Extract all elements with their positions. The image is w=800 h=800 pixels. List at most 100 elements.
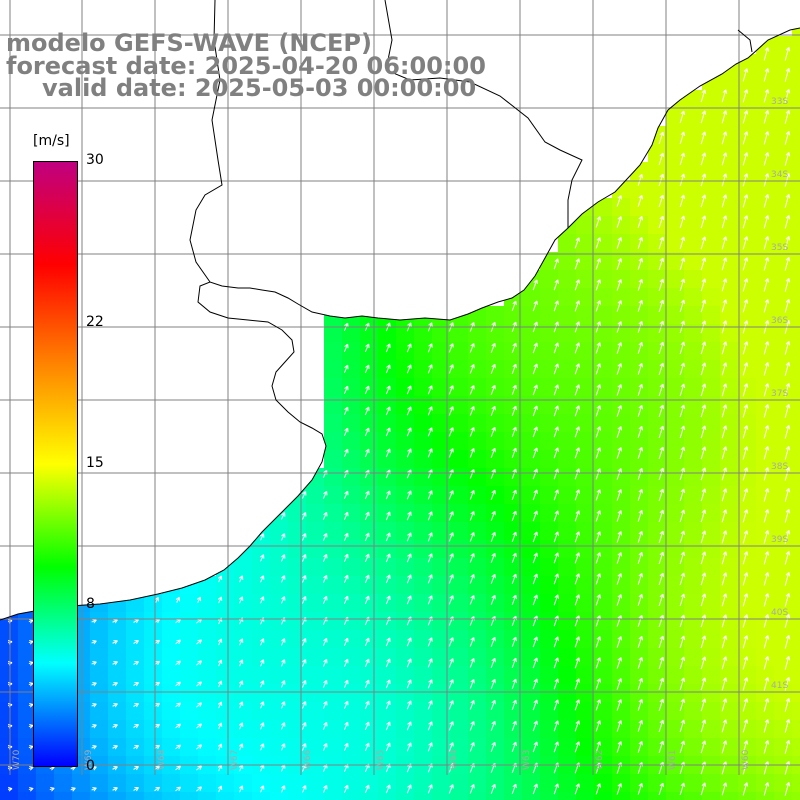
wind-cell [252,666,271,685]
wind-cell [360,396,379,415]
wind-cell [522,522,541,541]
wind-arrow [721,173,728,187]
wind-cell [756,162,775,181]
wind-cell [684,360,703,379]
wind-cell [594,198,613,217]
wind-arrow [616,216,623,228]
wind-arrow [49,787,55,792]
wind-arrow [469,427,475,437]
wind-cell [576,738,595,757]
wind-cell [324,612,343,631]
wind-cell [288,504,307,523]
wind-cell [684,342,703,361]
wind-cell [720,486,739,505]
wind-cell [702,486,721,505]
wind-arrow [175,660,181,666]
wind-cell [594,558,613,577]
wind-arrow [28,639,34,645]
wind-cell [270,522,289,541]
wind-cell [414,738,433,757]
wind-cell [180,594,199,613]
wind-cell [702,522,721,541]
wind-arrow [427,448,433,458]
wind-arrow [616,552,623,564]
wind-arrow [427,658,433,668]
wind-cell [468,450,487,469]
wind-arrow [616,531,623,543]
wind-cell [522,702,541,721]
wind-arrow [385,742,391,752]
wind-cell [540,432,559,451]
wind-arrow [784,739,791,754]
wind-cell [684,108,703,127]
wind-cell [396,738,415,757]
wind-cell [594,702,613,721]
wind-arrow [70,787,76,792]
colorbar-unit: [m/s] [33,133,70,149]
wind-cell [792,396,800,415]
wind-cell [342,648,361,667]
wind-cell [558,378,577,397]
wind-cell [396,576,415,595]
wind-arrow [175,639,181,645]
wind-cell [216,594,235,613]
wind-arrow [322,784,328,793]
wind-arrow [364,637,370,647]
wind-arrow [490,720,496,731]
wind-arrow [133,787,139,792]
wind-arrow [385,637,391,647]
wind-cell [486,486,505,505]
wind-cell [792,144,800,163]
wind-cell [162,648,181,667]
wind-arrow [385,448,391,458]
wind-cell [18,774,37,793]
wind-cell [468,702,487,721]
wind-arrow [196,681,202,687]
wind-arrow [616,384,623,396]
wind-arrow [322,574,328,583]
wind-arrow [406,679,412,689]
wind-arrow [553,489,559,501]
wind-arrow [721,677,728,691]
wind-arrow [280,743,286,751]
wind-cell [720,558,739,577]
wind-cell [792,684,800,703]
wind-cell [342,612,361,631]
wind-arrow [322,532,328,541]
wind-cell [576,540,595,559]
wind-arrow [322,721,328,730]
wind-cell [342,432,361,451]
wind-cell [486,432,505,451]
wind-arrow [637,236,644,249]
wind-arrow [511,636,517,648]
wind-cell [720,630,739,649]
wind-cell [216,774,235,793]
wind-cell [774,450,793,469]
wind-cell [342,324,361,343]
wind-arrow [721,572,728,586]
wind-arrow [385,532,391,542]
wind-cell [396,522,415,541]
wind-cell [756,648,775,667]
wind-cell [612,594,631,613]
wind-cell [414,396,433,415]
wind-arrow [511,405,517,417]
wind-cell [324,774,343,793]
colorbar-tick: 22 [86,313,104,330]
wind-cell [738,324,757,343]
wind-arrow [616,468,623,480]
wind-cell [612,234,631,253]
wind-cell [792,594,800,613]
wind-cell [630,396,649,415]
wind-cell [306,504,325,523]
wind-cell [108,720,127,739]
wind-arrow [343,343,349,353]
wind-cell [468,630,487,649]
wind-arrow [406,700,412,710]
wind-cell [144,630,163,649]
wind-cell [396,324,415,343]
wind-arrow [343,679,349,689]
wind-arrow [260,533,265,541]
wind-arrow [721,614,728,628]
wind-arrow [301,680,307,688]
